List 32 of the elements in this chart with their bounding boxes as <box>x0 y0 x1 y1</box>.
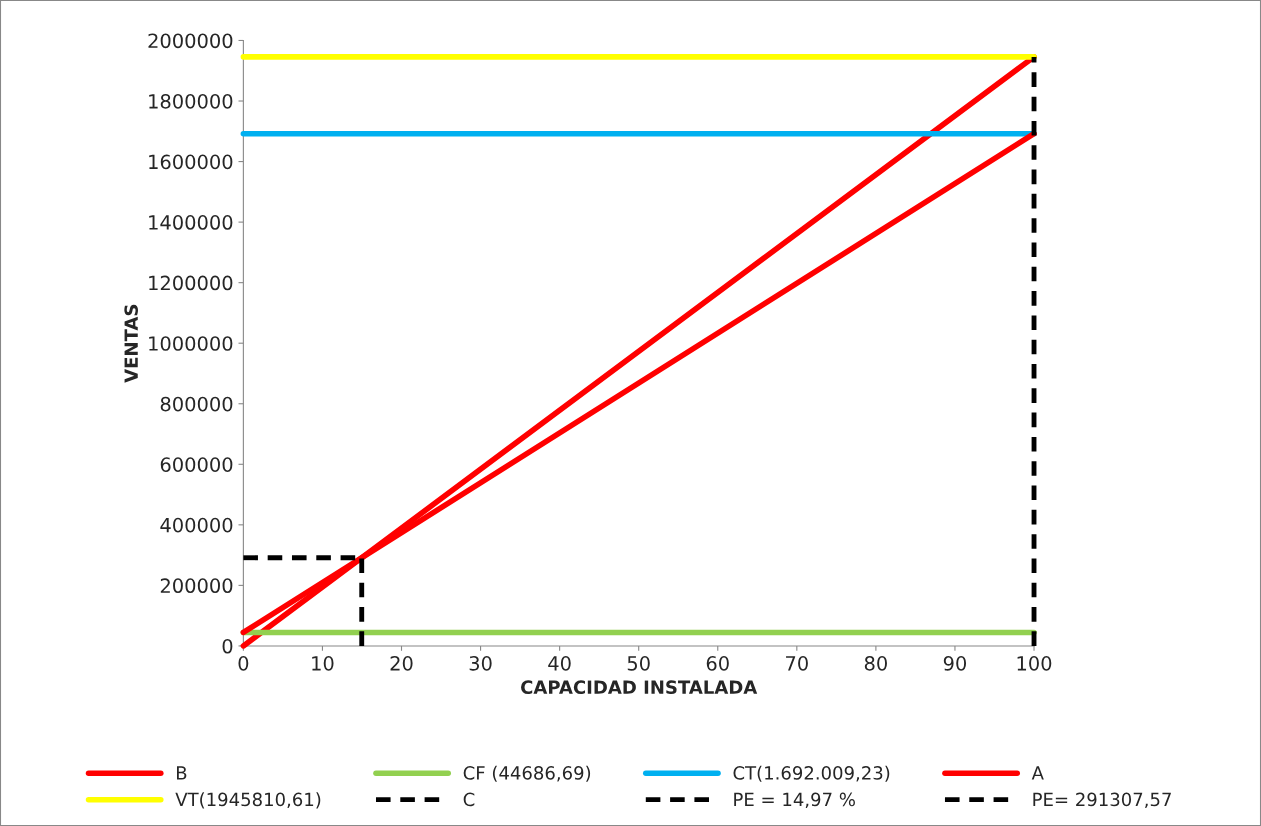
x-tick-label: 50 <box>627 656 650 671</box>
x-tick-label: 20 <box>390 656 413 671</box>
legend-label: VT(1945810,61) <box>175 792 321 809</box>
legend-label: A <box>1031 766 1044 780</box>
y-tick-label: 2000000 <box>148 33 233 49</box>
y-tick-label: 0 <box>222 638 233 654</box>
legend-label: PE= 291307,57 <box>1033 792 1171 809</box>
x-tick-label: 30 <box>469 656 492 671</box>
x-tick-label: 0 <box>238 656 249 671</box>
y-tick-label: 600000 <box>160 457 233 472</box>
x-tick-label: 70 <box>786 656 808 671</box>
y-tick-label: 200000 <box>160 578 233 594</box>
y-tick-label: 1800000 <box>149 93 233 109</box>
x-axis-title: CAPACIDAD INSTALADA <box>521 680 758 694</box>
legend-label: B <box>177 766 187 780</box>
y-tick-label: 800000 <box>160 396 233 412</box>
legend-label: CF (44686,69) <box>463 765 591 782</box>
x-tick-label: 100 <box>1017 656 1052 671</box>
x-tick-label: 60 <box>706 656 729 671</box>
y-tick-label: 1200000 <box>149 275 233 291</box>
y-tick-label: 400000 <box>160 517 233 533</box>
legend-label: PE = 14,97 % <box>734 792 855 809</box>
x-tick-label: 90 <box>943 656 967 671</box>
y-tick-label: 1400000 <box>149 215 233 230</box>
x-tick-label: 80 <box>864 656 887 671</box>
legend-label: CT(1.692.009,23) <box>733 765 890 782</box>
y-tick-label: 1000000 <box>149 336 233 351</box>
y-tick-label: 1600000 <box>149 154 233 170</box>
x-tick-label: 10 <box>312 656 334 671</box>
x-tick-label: 40 <box>548 656 571 671</box>
y-axis-title: VENTAS <box>124 304 138 383</box>
legend-label: C <box>463 792 475 807</box>
